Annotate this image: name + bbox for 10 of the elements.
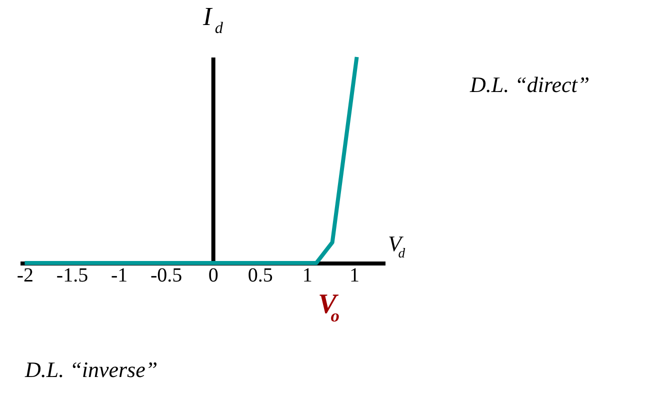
x-tick-label: -2: [16, 264, 34, 286]
x-tick-label: -1.5: [56, 264, 88, 286]
x-tick-label: 1: [349, 264, 360, 286]
x-tick-label: -0.5: [150, 264, 182, 286]
x-tick-label: 1: [302, 264, 312, 286]
x-tick-label: 0: [208, 264, 218, 286]
x-tick-label: -1: [110, 264, 128, 286]
x-tick-label: 0.5: [248, 264, 273, 286]
text: D.L. “inverse”: [24, 357, 158, 382]
text: D.L. “direct”: [469, 72, 590, 97]
